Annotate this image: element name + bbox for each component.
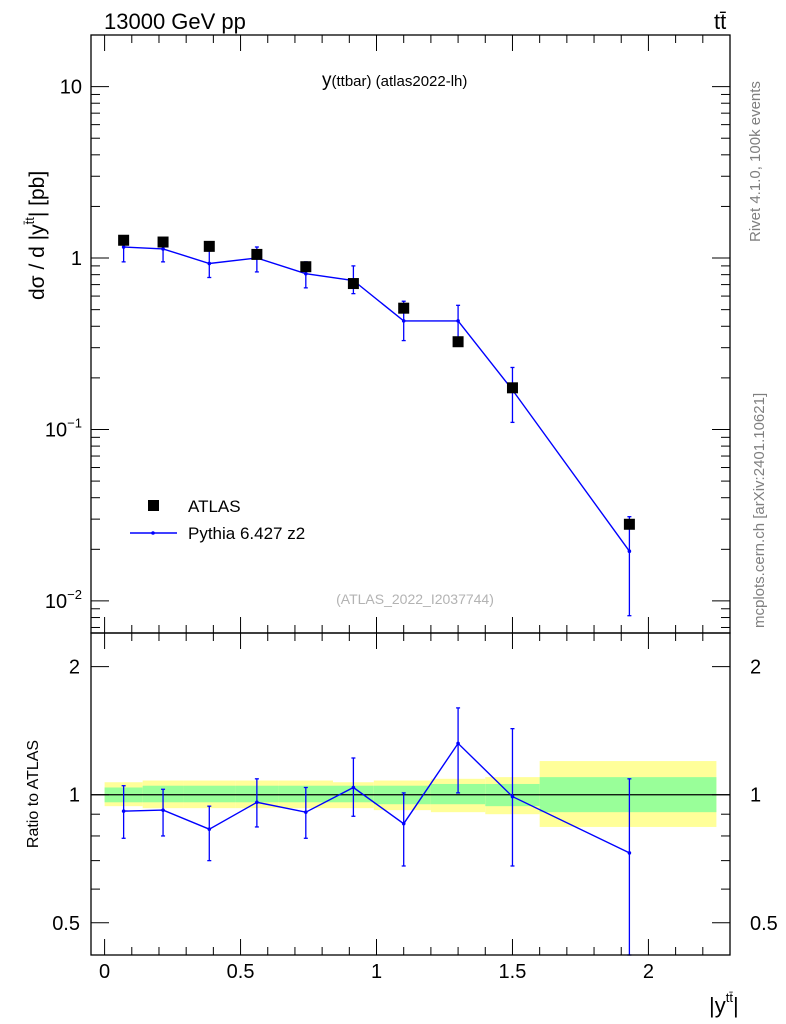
pythia-point [207, 261, 212, 266]
atlas-point [300, 261, 312, 273]
ratio-y-tick-label-right: 1 [750, 785, 761, 807]
atlas-point [203, 240, 215, 252]
ratio-axis-ticks: 2 2 1 1 0.5 0.5 0 0.5 1 1.5 2 [52, 633, 778, 983]
legend-atlas-marker [148, 500, 159, 511]
ratio-point [121, 809, 126, 813]
main-y-tick-label-exp: −2 [67, 587, 82, 602]
y-axis-label-sup: t̄t [22, 217, 37, 225]
ratio-point [304, 810, 308, 814]
main-panel: y(ttbar) (atlas2022-lh) dσ / d |yt̄t| [p… [22, 34, 731, 634]
ratio-point [401, 821, 406, 826]
x-axis-label: |ytt̄| [709, 990, 739, 1018]
ratio-point [627, 851, 632, 855]
legend-pythia-marker [151, 531, 155, 535]
main-y-tick-label: 10−2 [45, 587, 82, 613]
pythia-point [161, 247, 165, 251]
x-tick-label: 0 [99, 961, 110, 983]
atlas-point [623, 518, 635, 530]
energy-label: 13000 GeV pp [104, 9, 246, 34]
uncertainty-band-inner [183, 785, 236, 803]
ratio-point [207, 827, 212, 831]
pythia-point [456, 319, 460, 323]
x-axis-label-sup: tt̄ [726, 990, 734, 1005]
process-label: tt̄ [714, 9, 726, 34]
ratio-line [123, 742, 630, 854]
ratio-point [161, 808, 165, 812]
ratio-y-tick-label-left: 2 [69, 657, 80, 679]
atlas-point [452, 336, 464, 348]
x-tick-label: 0.5 [227, 961, 255, 983]
chart-title-sub: (ttbar) (atlas2022-lh) [332, 73, 468, 90]
uncertainty-band-inner [430, 783, 486, 805]
atlas-point [506, 382, 518, 394]
ratio-point [456, 741, 460, 746]
y-axis-label-tail: | [pb] [26, 171, 49, 217]
ratio-frame [90, 632, 731, 956]
legend: ATLAS Pythia 6.427 z2 [130, 497, 305, 543]
watermark: (ATLAS_2022_I2037744) [336, 591, 494, 607]
x-axis-label-main: |y [709, 993, 726, 1018]
main-y-tick-label: 10 [60, 77, 82, 99]
ratio-marks [121, 707, 632, 956]
ratio-y-tick-label-right: 2 [750, 657, 761, 679]
chart-title-main: y [322, 70, 332, 91]
rivet-label: Rivet 4.1.0, 100k events [747, 81, 764, 242]
main-y-tick-label: 1 [71, 248, 82, 270]
x-tick-label: 2 [643, 961, 654, 983]
atlas-point [251, 248, 263, 260]
pythia-point [401, 319, 406, 323]
ratio-point [255, 800, 259, 805]
atlas-point [347, 278, 359, 290]
legend-pythia-label: Pythia 6.427 z2 [188, 524, 305, 543]
ratio-y-tick-label-left: 1 [69, 785, 80, 807]
main-y-tick-label-exp: −1 [67, 415, 82, 430]
ratio-y-tick-label-left: 0.5 [52, 913, 80, 935]
main-y-tick-label-base: 10 [45, 591, 67, 613]
x-axis-label-tail: | [733, 993, 739, 1018]
ratio-y-axis-label: Ratio to ATLAS [25, 740, 42, 848]
ratio-panel: 2 2 1 1 0.5 0.5 0 0.5 1 1.5 2 Ratio to ATLAS |ytt̄… [25, 632, 778, 1018]
atlas-point [118, 234, 130, 246]
pythia-point [627, 549, 632, 554]
main-y-tick-label: 10−1 [45, 415, 82, 441]
y-axis-label: dσ / d |yt̄t| [pb] [22, 171, 49, 300]
main-frame [90, 34, 731, 634]
ratio-bands [91, 761, 730, 827]
ratio-y-tick-label-right: 0.5 [750, 913, 778, 935]
chart-title: y(ttbar) (atlas2022-lh) [322, 70, 467, 91]
x-tick-label: 1 [371, 961, 382, 983]
pythia-line [123, 246, 630, 552]
pythia-point [121, 245, 126, 249]
x-tick-label: 1.5 [499, 961, 527, 983]
atlas-point [398, 302, 410, 314]
main-marks [118, 234, 635, 617]
y-axis-label-main: dσ / d |y [26, 224, 49, 300]
legend-atlas-label: ATLAS [188, 497, 241, 516]
pythia-point [304, 271, 308, 276]
main-y-tick-label-base: 10 [45, 419, 67, 441]
ratio-point [510, 794, 515, 799]
atlas-point [157, 236, 169, 248]
mcplots-label: mcplots.cern.ch [arXiv:2401.10621] [751, 393, 768, 628]
ratio-point [351, 785, 356, 790]
